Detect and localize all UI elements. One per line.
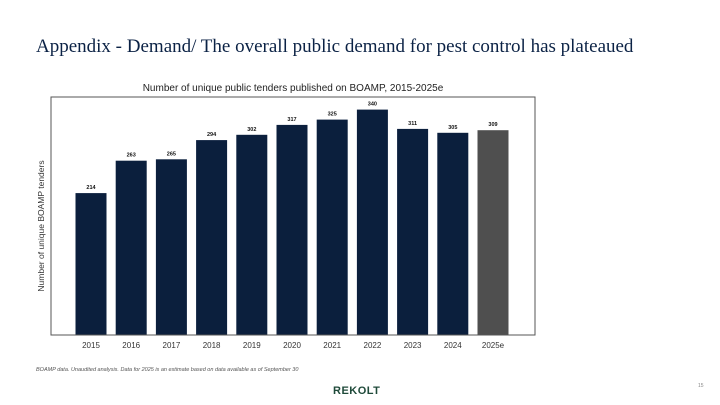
bar-2021 xyxy=(316,119,348,335)
page-number: 15 xyxy=(698,383,704,389)
data-label-2020: 317 xyxy=(287,117,296,123)
bar-2019 xyxy=(236,134,268,335)
bar-2025e xyxy=(477,130,509,335)
data-label-2018: 294 xyxy=(207,132,217,138)
x-tick-label-2025e: 2025e xyxy=(482,341,505,350)
rekolt-logo: REKOLT xyxy=(333,385,381,397)
x-tick-label-2017: 2017 xyxy=(163,341,181,350)
bar-2016 xyxy=(115,160,147,335)
plot-frame xyxy=(50,96,536,336)
x-tick-label-2016: 2016 xyxy=(122,341,140,350)
data-label-2023: 311 xyxy=(408,121,417,127)
footnote: BOAMP data. Unaudited analysis. Data for… xyxy=(36,367,299,373)
data-label-2017: 265 xyxy=(167,151,176,157)
data-label-2021: 325 xyxy=(328,112,337,118)
x-tick-label-2023: 2023 xyxy=(404,341,422,350)
data-label-2025e: 309 xyxy=(488,122,497,128)
bar-chart: 214 2015 263 2016 265 2017 294 2018 302 2019 317 20… xyxy=(36,96,536,350)
bar-2017 xyxy=(155,159,187,335)
bars-layer xyxy=(75,109,509,336)
x-tick-label-2022: 2022 xyxy=(364,341,382,350)
bar-2020 xyxy=(276,124,308,336)
bar-2018 xyxy=(196,140,228,335)
bar-2015 xyxy=(75,193,107,335)
x-tick-label-2021: 2021 xyxy=(323,341,341,350)
x-tick-label-2024: 2024 xyxy=(444,341,462,350)
x-tick-label-2020: 2020 xyxy=(283,341,301,350)
chart-title: Number of unique public tenders publishe… xyxy=(142,83,444,94)
x-tick-label-2019: 2019 xyxy=(243,341,261,350)
slide-title: Appendix - Demand/ The overall public de… xyxy=(36,36,634,57)
labels-layer: 214 2015 263 2016 265 2017 294 2018 302 2019 317 20… xyxy=(82,102,505,350)
data-label-2016: 263 xyxy=(127,153,136,159)
x-tick-label-2015: 2015 xyxy=(82,341,100,350)
bar-2024 xyxy=(437,132,469,335)
x-tick-label-2018: 2018 xyxy=(203,341,221,350)
data-label-2022: 340 xyxy=(368,102,377,108)
bar-2022 xyxy=(356,109,388,335)
data-label-2019: 302 xyxy=(247,127,256,133)
bar-2023 xyxy=(397,128,429,335)
y-axis-label: Number of unique BOAMP tenders xyxy=(36,160,46,291)
data-label-2024: 305 xyxy=(448,125,457,131)
data-label-2015: 214 xyxy=(86,185,96,191)
